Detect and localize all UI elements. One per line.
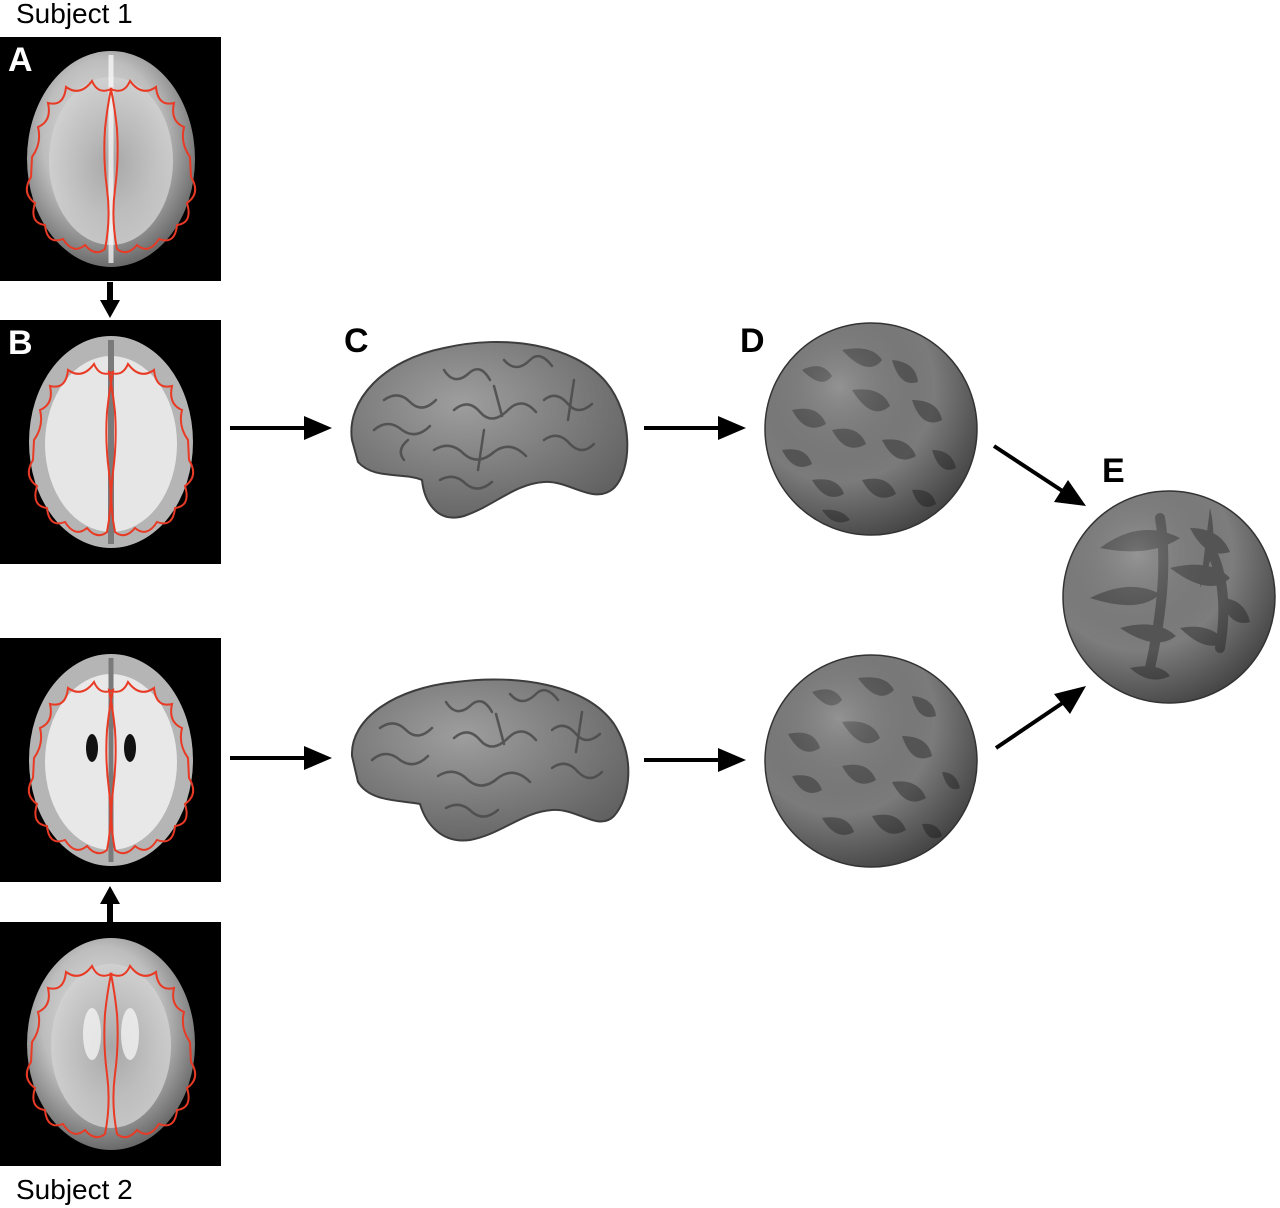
panel-label-a: A [8, 41, 33, 79]
cortical-surface-subject1 [350, 340, 629, 519]
arrow-a-to-b [100, 282, 120, 318]
arrow-b-to-c-top [230, 416, 332, 440]
mri-slice-subject2-raw [0, 922, 221, 1166]
mri-slice-subject1-raw [0, 37, 221, 281]
inflated-sphere-subject1 [764, 322, 978, 536]
cortical-surface-subject2 [350, 678, 630, 842]
panel-label-e: E [1102, 452, 1125, 490]
subject-2-label: Subject 2 [16, 1174, 133, 1205]
arrow-c-to-d-bottom [644, 748, 746, 772]
mri-slice-subject2-registered [0, 638, 221, 882]
arrow-c-to-d-top [644, 416, 746, 440]
arrow-b-to-c-bottom [230, 746, 332, 770]
panel-label-d: D [740, 322, 765, 360]
arrow-subject2-up [100, 886, 120, 922]
inflated-sphere-subject2 [764, 654, 978, 868]
mri-slice-subject1-registered [0, 320, 221, 564]
subject-1-label: Subject 1 [16, 0, 133, 29]
panel-label-b: B [8, 324, 33, 362]
atlas-sphere [1062, 490, 1276, 704]
arrow-d-to-e-top [992, 444, 1086, 506]
arrow-d-to-e-bottom [994, 686, 1086, 750]
panel-label-c: C [344, 322, 369, 360]
